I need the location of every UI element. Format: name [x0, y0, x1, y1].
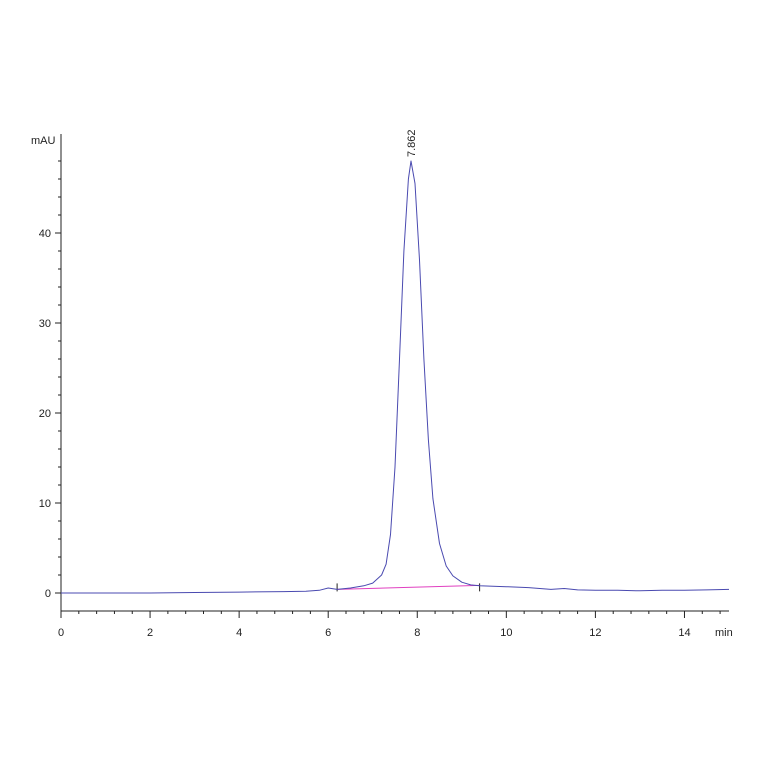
peak-retention-label: 7.862	[406, 129, 418, 157]
y-tick-label: 30	[39, 318, 51, 330]
signal-trace	[61, 160, 730, 594]
x-axis-label: min	[715, 627, 733, 639]
x-tick-label: 12	[589, 627, 601, 639]
y-tick-label: 20	[39, 408, 51, 420]
y-tick-label: 10	[39, 498, 51, 510]
x-tick-label: 10	[500, 627, 512, 639]
x-tick-label: 8	[414, 627, 420, 639]
chart-axes	[60, 134, 729, 612]
x-tick-label: 2	[147, 627, 153, 639]
chart-plot-area: 7.862	[61, 129, 730, 594]
integration-baseline	[337, 584, 480, 590]
y-tick-label: 40	[39, 228, 51, 240]
x-tick-label: 4	[236, 627, 242, 639]
x-tick-label: 0	[58, 627, 64, 639]
y-axis-label: mAU	[31, 135, 56, 147]
y-tick-label: 0	[45, 588, 51, 600]
x-tick-label: 14	[678, 627, 690, 639]
x-tick-label: 6	[325, 627, 331, 639]
chart-ticks: 0 10 20 30 40 0 2 4 6 8 10 12 14	[39, 160, 721, 639]
